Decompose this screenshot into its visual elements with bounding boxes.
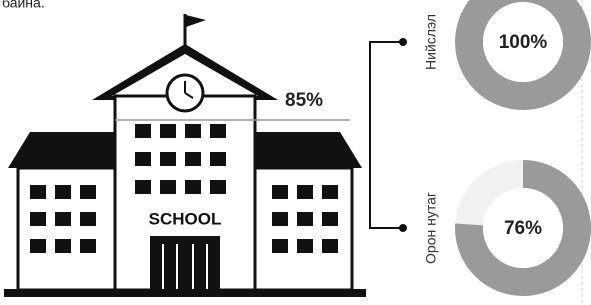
school-building: SCHOOL xyxy=(4,14,366,297)
connector-dot xyxy=(399,38,407,46)
ring-percent: 100% xyxy=(499,32,548,53)
building-label: SCHOOL xyxy=(149,209,222,228)
connector-dot xyxy=(399,224,407,232)
building-percent: 85% xyxy=(285,90,323,111)
ring-percent: 76% xyxy=(504,218,542,239)
connector xyxy=(370,42,403,228)
ring-label: Нийслэл xyxy=(423,14,439,70)
header-text: байна. xyxy=(2,0,45,11)
infographic: байна. SCHOOL 85% xyxy=(0,0,591,305)
ring-label: Орон нутаг xyxy=(423,192,439,264)
